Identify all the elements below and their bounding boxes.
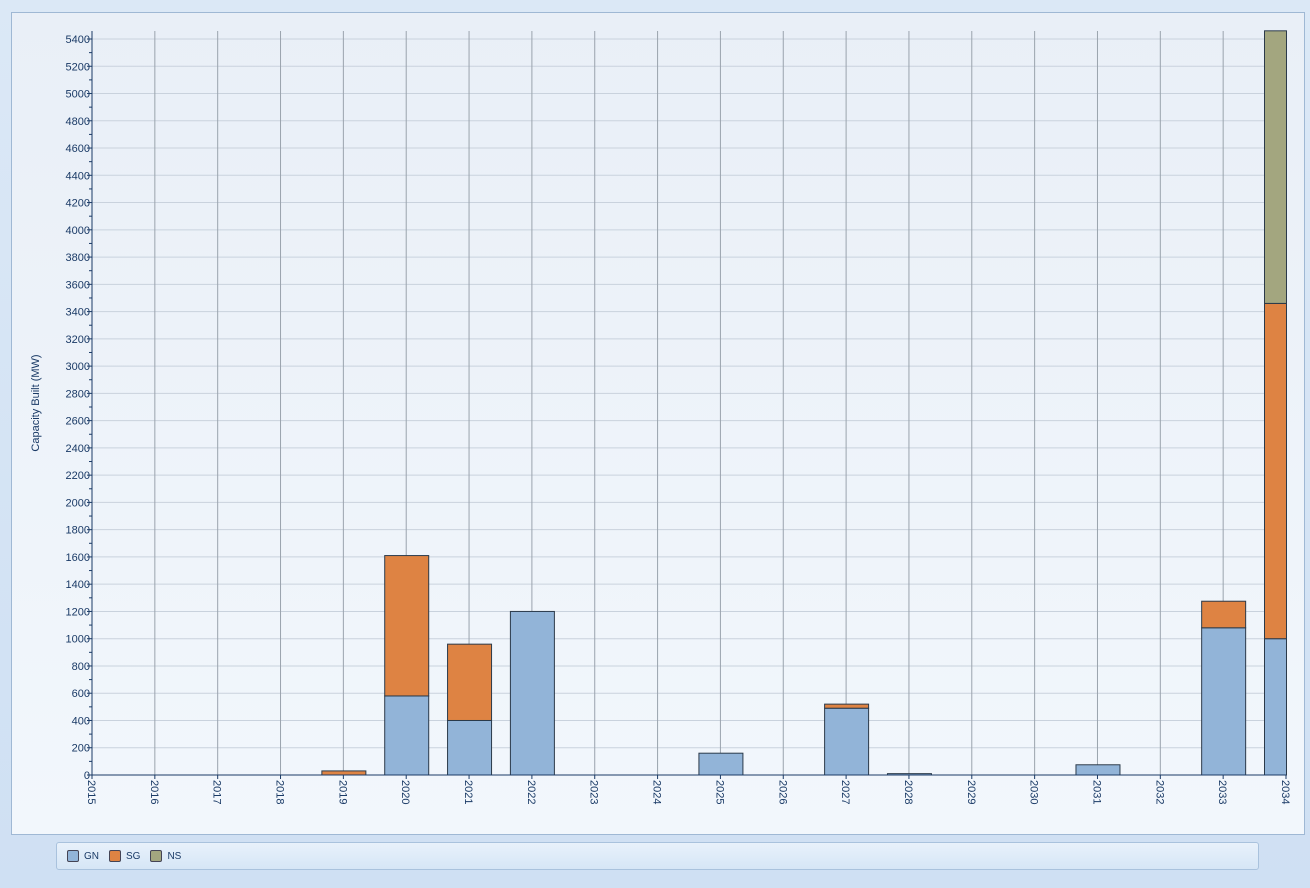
capacity-chart: Capacity Built (MW) 0 200 400 600 800 1000 120…: [30, 30, 1291, 804]
y-tick-label: 3800: [66, 252, 90, 264]
legend-item-gn: GN: [67, 850, 99, 862]
legend-label: NS: [167, 850, 182, 862]
y-tick-label: 800: [72, 661, 90, 673]
y-tick-label: 4400: [66, 170, 90, 182]
y-tick-label: 2800: [66, 388, 90, 400]
y-tick-label: 4200: [66, 198, 90, 210]
chart-panel: Capacity Built (MW) 0 200 400 600 800 1000 120…: [11, 12, 1305, 835]
x-tick-label: 2017: [211, 780, 223, 804]
y-tick-label: 2600: [66, 416, 90, 428]
legend-swatch: [67, 850, 79, 862]
bar-gn-2022: [509, 610, 555, 776]
bar-sg-2027: [824, 703, 870, 709]
y-tick-label: 1800: [66, 525, 90, 537]
x-tick-label: 2015: [85, 780, 97, 804]
x-tick-label: 2021: [462, 780, 474, 804]
x-tick-label: 2033: [1216, 780, 1228, 804]
legend-label: SG: [126, 850, 141, 862]
y-tick-label: 200: [72, 743, 90, 755]
bar-gn-2025: [698, 752, 744, 776]
legend-item-ns: NS: [150, 850, 181, 862]
y-axis-title: Capacity Built (MW): [30, 354, 42, 451]
bar-gn-2021: [447, 719, 493, 776]
y-tick-label: 3200: [66, 334, 90, 346]
legend-label: GN: [84, 850, 99, 862]
x-tick-label: 2026: [776, 780, 788, 804]
x-tick-label: 2024: [651, 780, 663, 804]
y-tick-label: 4800: [66, 116, 90, 128]
y-tick-label: 3000: [66, 361, 90, 373]
y-tick-label: 5000: [66, 89, 90, 101]
x-tick-label: 2023: [588, 780, 600, 804]
bar-sg-2019: [321, 770, 367, 776]
bar-sg-2020: [384, 555, 430, 697]
y-tick-label: 3400: [66, 307, 90, 319]
x-tick-label: 2034: [1279, 780, 1291, 804]
x-tick-label: 2028: [902, 780, 914, 804]
y-tick-label: 2400: [66, 443, 90, 455]
x-tick-label: 2031: [1090, 780, 1102, 804]
x-tick-label: 2029: [965, 780, 977, 804]
y-tick-label: 4600: [66, 143, 90, 155]
bar-gn-2027: [824, 707, 870, 776]
x-tick-label: 2025: [713, 780, 725, 804]
x-tick-label: 2019: [336, 780, 348, 804]
legend-item-sg: SG: [109, 850, 140, 862]
bar-gn-2033: [1201, 627, 1247, 776]
bar-sg-2033: [1201, 600, 1247, 629]
bar-gn-2034: [1264, 638, 1287, 776]
y-tick-label: 2200: [66, 470, 90, 482]
legend-swatch: [109, 850, 121, 862]
x-tick-label: 2027: [839, 780, 851, 804]
bar-gn-2031: [1075, 764, 1121, 776]
bar-sg-2021: [447, 643, 493, 721]
y-tick-label: 3600: [66, 279, 90, 291]
legend: GN SG NS: [56, 842, 1259, 870]
x-tick-label: 2022: [525, 780, 537, 804]
y-tick-label: 4000: [66, 225, 90, 237]
y-tick-label: 5400: [66, 34, 90, 46]
x-tick-label: 2030: [1028, 780, 1040, 804]
y-tick-label: 400: [72, 715, 90, 727]
y-tick-label: 1200: [66, 606, 90, 618]
y-tick-label: 1400: [66, 579, 90, 591]
y-tick-label: 1600: [66, 552, 90, 564]
y-tick-label: 2000: [66, 497, 90, 509]
x-tick-label: 2032: [1153, 780, 1165, 804]
legend-swatch: [150, 850, 163, 862]
bar-gn-2020: [384, 695, 430, 776]
y-tick-label: 1000: [66, 634, 90, 646]
bar-ns-2034: [1264, 30, 1287, 304]
x-tick-label: 2018: [274, 780, 286, 804]
y-tick-label: 600: [72, 688, 90, 700]
y-tick-label: 5200: [66, 61, 90, 73]
x-tick-label: 2016: [148, 780, 160, 804]
x-tick-label: 2020: [399, 780, 411, 804]
y-tick-label: 0: [84, 770, 90, 782]
bar-sg-2034: [1264, 302, 1287, 640]
